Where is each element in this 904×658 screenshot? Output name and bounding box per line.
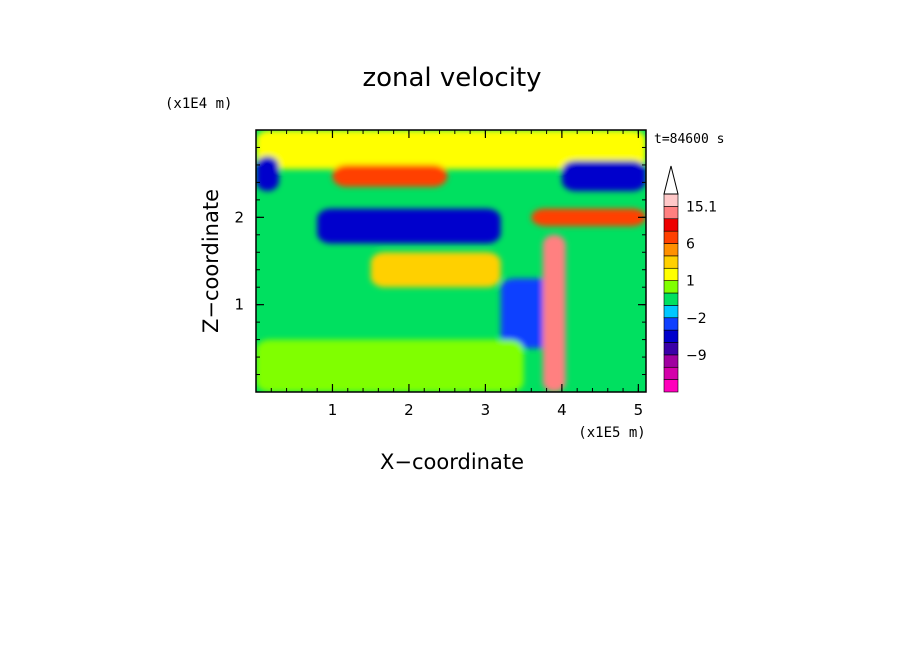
colorbar-swatch bbox=[663, 206, 679, 220]
field-band-7 bbox=[500, 278, 555, 349]
y-scale-label: (x1E4 m) bbox=[165, 96, 232, 112]
colorbar-swatch bbox=[663, 305, 679, 319]
field-band-8 bbox=[542, 234, 566, 392]
colorbar-swatch bbox=[663, 329, 679, 343]
y-tick-label: 2 bbox=[234, 208, 244, 226]
x-scale-label: (x1E5 m) bbox=[578, 425, 645, 441]
colorbar-swatch bbox=[663, 243, 679, 257]
x-tick-label: 1 bbox=[328, 401, 338, 419]
colorbar-label: 1 bbox=[686, 274, 695, 290]
x-axis-label: X−coordinate bbox=[380, 450, 524, 474]
colorbar-swatch bbox=[663, 354, 679, 368]
y-tick-label: 1 bbox=[234, 296, 244, 314]
field-band-1 bbox=[256, 156, 279, 192]
colorbar-label: −2 bbox=[686, 311, 707, 327]
field-band-9 bbox=[256, 339, 524, 392]
x-tick-label: 4 bbox=[557, 401, 567, 419]
colorbar-swatch bbox=[663, 366, 679, 380]
colorbar-swatch bbox=[663, 342, 679, 356]
x-tick-label: 2 bbox=[404, 401, 414, 419]
field-band-4 bbox=[317, 208, 501, 244]
field-band-2 bbox=[332, 164, 448, 187]
field-band-6 bbox=[370, 252, 501, 288]
chart-title: zonal velocity bbox=[362, 63, 541, 93]
colorbar: 15.1 6 1 −2 −9 bbox=[663, 165, 717, 393]
colorbar-swatch bbox=[663, 292, 679, 306]
colorbar-swatch bbox=[663, 193, 679, 207]
y-axis-label: Z−coordinate bbox=[199, 189, 223, 333]
colorbar-swatch bbox=[663, 379, 679, 393]
colorbar-swatch bbox=[663, 317, 679, 331]
colorbar-swatch bbox=[663, 218, 679, 232]
colorbar-swatch bbox=[663, 280, 679, 294]
x-tick-label: 5 bbox=[634, 401, 644, 419]
colorbar-extend-arrow bbox=[663, 165, 679, 195]
field-band-3 bbox=[561, 160, 646, 192]
colorbar-label: 6 bbox=[686, 237, 695, 253]
x-axis: 1 2 3 4 5 bbox=[270, 130, 644, 419]
colorbar-label: −9 bbox=[686, 348, 707, 364]
colorbar-label: 15.1 bbox=[686, 199, 717, 215]
velocity-field bbox=[256, 130, 646, 392]
x-tick-label: 3 bbox=[481, 401, 491, 419]
field-band-5 bbox=[531, 208, 646, 227]
colorbar-swatch bbox=[663, 255, 679, 269]
colorbar-swatch bbox=[663, 267, 679, 281]
time-label: t=84600 s bbox=[654, 132, 724, 147]
colorbar-swatch bbox=[663, 230, 679, 244]
field-band-0 bbox=[256, 130, 646, 170]
plot-frame bbox=[255, 129, 647, 393]
y-axis: 12 bbox=[234, 146, 646, 376]
